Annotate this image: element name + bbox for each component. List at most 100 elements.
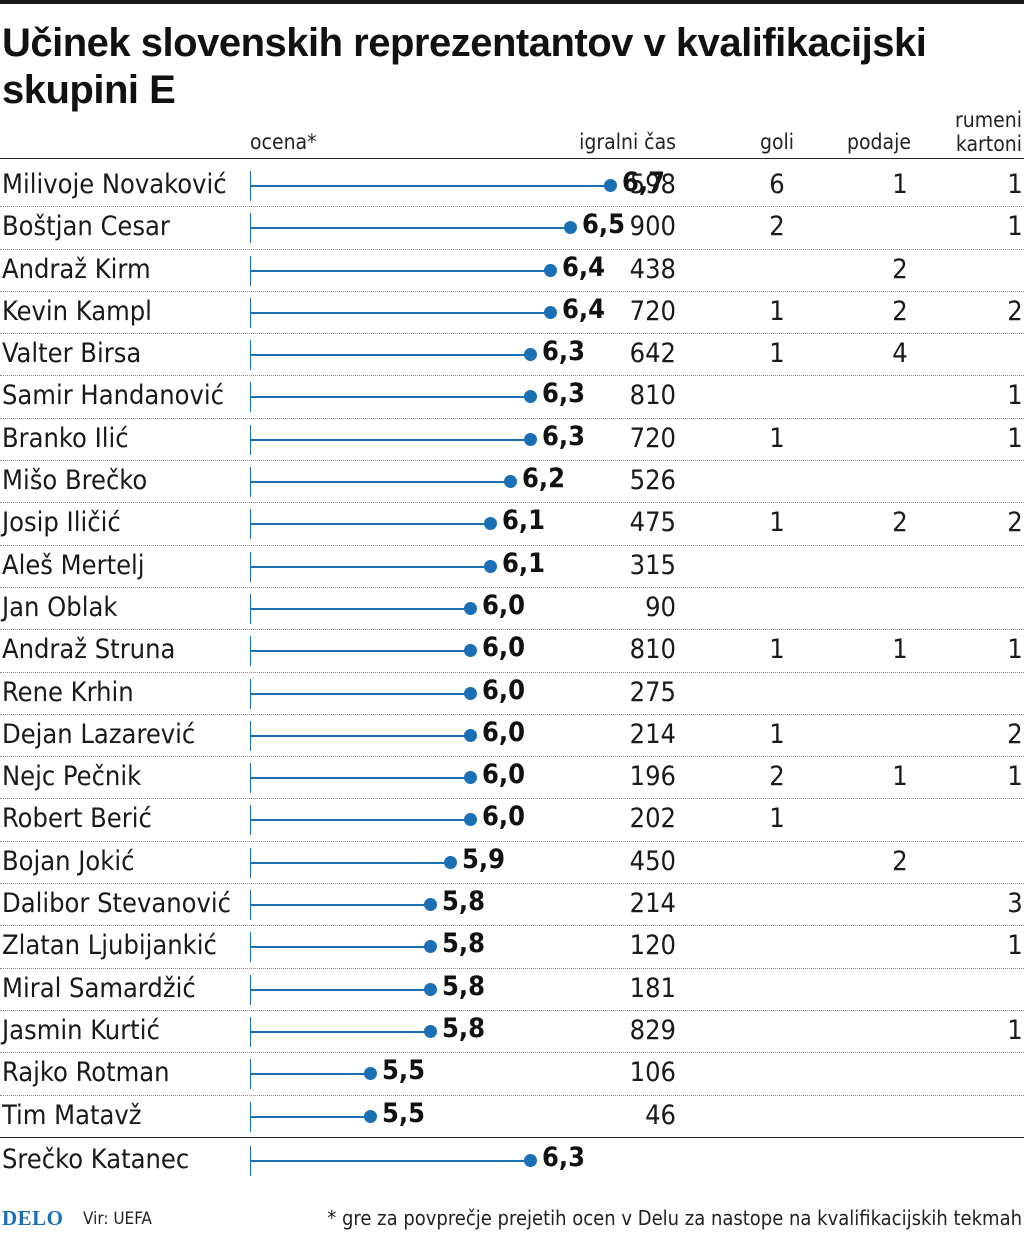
playing-time: 720	[629, 422, 676, 454]
rating-value-label: 5,8	[442, 970, 486, 1002]
playing-time: 90	[645, 591, 676, 623]
player-name: Jan Oblak	[2, 591, 118, 623]
rating-value-label: 6,2	[522, 463, 566, 495]
playing-time: 275	[629, 676, 676, 708]
player-name: Andraž Kirm	[2, 253, 151, 285]
rating-value-label: 6,3	[542, 336, 586, 368]
goals-count: 1	[769, 803, 785, 835]
header-yellow-cards: rumeni kartoni	[955, 108, 1022, 156]
rating-lollipop: 5,8	[250, 969, 590, 1011]
rating-value-label: 6,0	[482, 589, 526, 621]
player-name: Kevin Kampl	[2, 295, 152, 327]
yellow-cards-count: 1	[1007, 930, 1023, 962]
playing-time: 526	[629, 465, 676, 497]
playing-time: 829	[629, 1014, 676, 1046]
table-row: Jasmin Kurtić 5,8 829 1	[0, 1011, 1024, 1054]
rating-dot	[424, 982, 437, 996]
assists-count: 1	[892, 761, 908, 793]
rating-value-label: 6,1	[502, 505, 546, 537]
playing-time: 106	[629, 1057, 676, 1089]
rating-stem	[250, 438, 530, 441]
yellow-cards-count: 1	[1007, 169, 1023, 200]
table-row: Mišo Brečko 6,2 526	[0, 461, 1024, 504]
goals-count: 1	[769, 718, 785, 750]
table-row: Nejc Pečnik 6,0 196 2 1 1	[0, 757, 1024, 800]
rating-stem	[250, 607, 470, 610]
goals-count: 1	[769, 422, 785, 454]
playing-time: 810	[629, 380, 676, 412]
playing-time: 475	[629, 507, 676, 539]
rating-dot	[464, 601, 477, 615]
player-name: Miral Samardžić	[2, 972, 196, 1004]
rating-value-label: 6,4	[562, 293, 606, 325]
rating-stem	[250, 565, 490, 568]
rating-value-label: 5,5	[382, 1097, 426, 1129]
rating-lollipop: 6,0	[250, 715, 590, 757]
player-name: Mišo Brečko	[2, 465, 148, 497]
rating-stem	[250, 734, 470, 737]
source-note: Vir: UEFA	[83, 1209, 152, 1229]
rating-dot	[464, 644, 477, 658]
rating-value-label: 6,0	[482, 674, 526, 706]
rating-stem	[250, 1030, 430, 1033]
rating-value-label: 6,0	[482, 759, 526, 791]
rating-value-label: 6,3	[542, 420, 586, 452]
player-name: Andraž Struna	[2, 634, 176, 666]
goals-count: 1	[769, 295, 785, 327]
table-row: Milivoje Novaković 6,7 598 6 1 1	[0, 165, 1024, 208]
coach-name: Srečko Katanec	[2, 1143, 190, 1175]
rating-dot	[464, 813, 477, 827]
table-row: Miral Samardžić 5,8 181	[0, 969, 1024, 1011]
rating-stem	[250, 311, 550, 314]
playing-time: 315	[629, 549, 676, 581]
player-name: Rajko Rotman	[2, 1057, 170, 1089]
yellow-cards-count: 1	[1007, 211, 1023, 243]
rating-lollipop: 6,1	[250, 503, 590, 545]
rating-lollipop: 6,1	[250, 546, 590, 588]
rating-lollipop: 5,8	[250, 884, 590, 926]
table-row: Dejan Lazarević 6,0 214 1 2	[0, 715, 1024, 758]
rating-value-label: 6,4	[562, 251, 606, 283]
rating-value-label: 6,0	[482, 716, 526, 748]
rating-lollipop: 6,0	[250, 588, 590, 630]
table-row: Bojan Jokić 5,9 450 2	[0, 842, 1024, 885]
yellow-cards-count: 2	[1007, 295, 1023, 327]
rating-dot	[364, 1067, 377, 1081]
rating-lollipop: 6,0	[250, 757, 590, 799]
yellow-cards-count: 3	[1007, 888, 1023, 920]
goals-count: 1	[769, 338, 785, 370]
rating-stem	[250, 354, 530, 357]
rating-stem	[250, 185, 610, 187]
playing-time: 202	[629, 803, 676, 835]
yellow-cards-count: 1	[1007, 422, 1023, 454]
yellow-cards-count: 1	[1007, 1014, 1023, 1046]
rating-value-label: 6,1	[502, 547, 546, 579]
assists-count: 2	[892, 295, 908, 327]
playing-time: 214	[629, 888, 676, 920]
rating-stem	[250, 819, 470, 822]
rating-value-label: 6,7	[622, 167, 666, 198]
player-name: Dejan Lazarević	[2, 718, 196, 750]
table-row: Aleš Mertelj 6,1 315	[0, 546, 1024, 588]
table-row: Samir Handanović 6,3 810 1	[0, 376, 1024, 419]
rating-dot	[524, 1153, 537, 1167]
table-row: Tim Matavž 5,5 46	[0, 1096, 1024, 1138]
rating-stem	[250, 1115, 370, 1118]
rating-value-label: 5,8	[442, 886, 486, 918]
header-rating: ocena*	[250, 130, 317, 154]
header-cards-line2: kartoni	[955, 132, 1022, 156]
rating-stem	[250, 396, 530, 399]
rating-stem	[250, 269, 550, 272]
table-row: Valter Birsa 6,3 642 1 4	[0, 334, 1024, 377]
player-name: Boštjan Cesar	[2, 211, 170, 243]
header-goals: goli	[759, 130, 795, 154]
header-rule	[0, 158, 1024, 159]
rating-stem	[250, 777, 470, 780]
rating-lollipop: 5,8	[250, 926, 590, 968]
playing-time: 46	[645, 1099, 676, 1131]
rating-dot	[464, 728, 477, 742]
rating-lollipop: 6,0	[250, 799, 590, 841]
assists-count: 2	[892, 507, 908, 539]
rating-value-label: 6,5	[582, 209, 626, 241]
rating-stem	[250, 861, 450, 864]
